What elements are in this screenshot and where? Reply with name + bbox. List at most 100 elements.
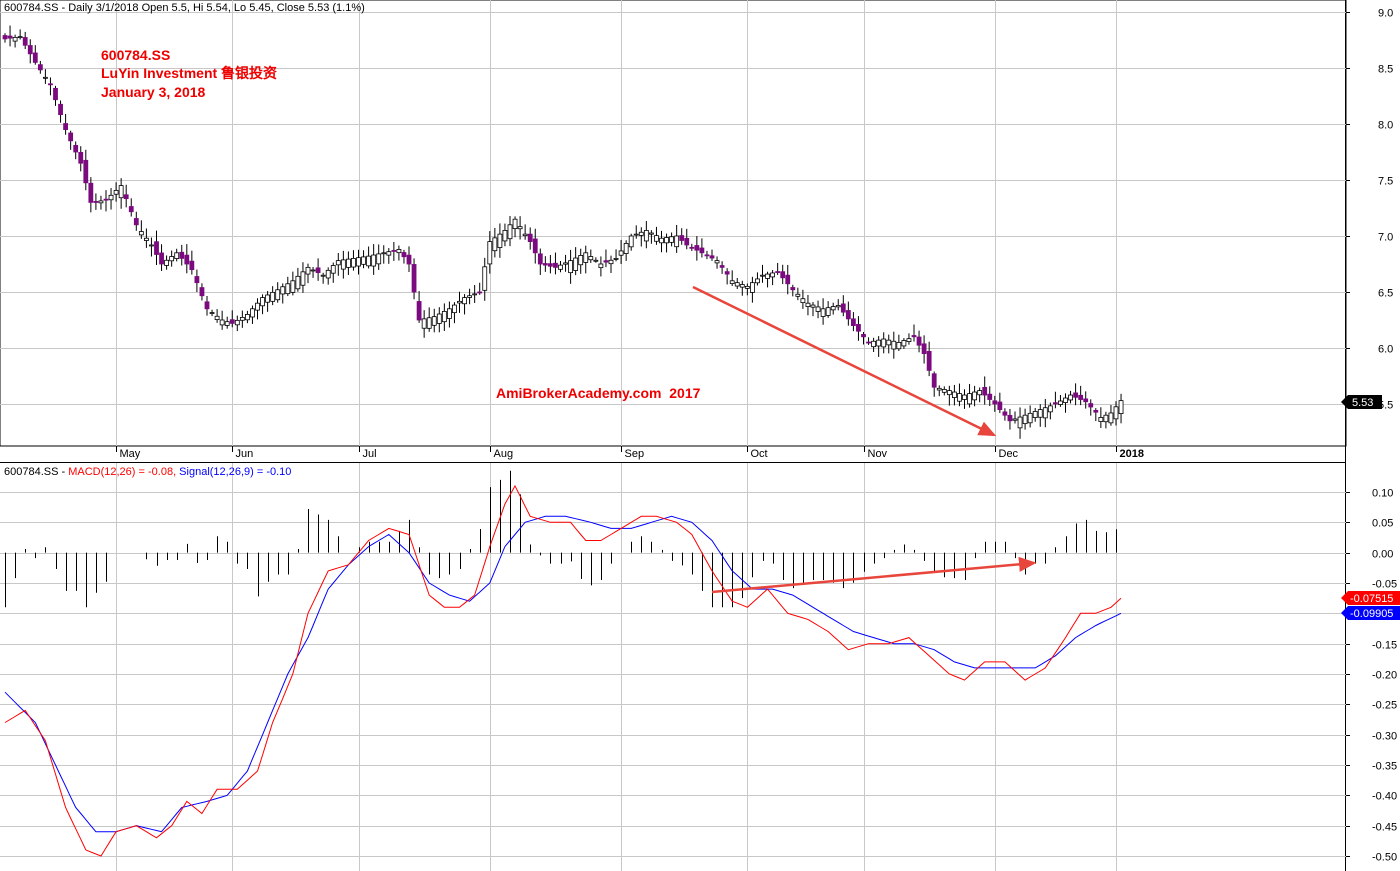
candle-up	[1042, 407, 1048, 419]
macd-legend-label: MACD(12,26) = -0.08,	[68, 466, 176, 478]
candle-up	[936, 387, 942, 391]
candle-up	[174, 252, 180, 259]
candle-down	[866, 341, 871, 344]
candle-down	[63, 123, 68, 131]
candle-up	[275, 289, 281, 301]
candle-up	[744, 285, 750, 289]
candle-down	[684, 237, 690, 246]
candle-down	[189, 260, 195, 270]
candle-down	[856, 324, 861, 332]
candle-up	[750, 282, 755, 293]
candle-up	[270, 291, 276, 302]
candle-up	[906, 338, 912, 342]
price-tick-label: 7.5	[1378, 176, 1393, 188]
candle-up	[512, 218, 518, 230]
candle-up	[462, 297, 467, 305]
candle-up	[876, 339, 882, 347]
candle-up	[507, 224, 513, 240]
candle-up	[467, 295, 473, 298]
candle-down	[73, 144, 79, 153]
price-panel-frame	[0, 0, 1347, 447]
candle-up	[830, 306, 836, 311]
candle-up	[224, 321, 230, 326]
candle-down	[68, 132, 74, 142]
signal-last-tag: -0.09905	[1341, 606, 1400, 620]
candle-down	[542, 263, 548, 266]
candle-down	[840, 303, 846, 313]
candle-up	[1108, 412, 1114, 424]
candle-up	[755, 278, 760, 284]
candle-up	[825, 307, 831, 316]
candle-down	[184, 254, 190, 265]
candle-down	[992, 400, 998, 405]
candle-up	[280, 286, 286, 295]
candle-down	[724, 271, 730, 275]
candle-up	[881, 338, 887, 348]
candle-up	[472, 293, 478, 296]
candle-down	[1007, 415, 1013, 422]
candle-down	[679, 235, 685, 241]
price-panel-title: 600784.SS - Daily 3/1/2018 Open 5.5, Hi …	[4, 2, 365, 14]
candle-up	[244, 313, 250, 321]
candle-up	[1063, 397, 1068, 403]
candle-down	[911, 335, 917, 338]
candle-up	[366, 255, 372, 267]
candle-up	[239, 316, 245, 321]
month-label: Dec	[999, 448, 1019, 460]
candle-down	[861, 334, 866, 338]
candle-down	[229, 319, 235, 324]
candle-up	[143, 237, 149, 241]
candle-down	[406, 254, 412, 265]
candle-up	[214, 315, 220, 320]
candle-down	[785, 274, 791, 285]
candle-down	[88, 182, 94, 203]
candle-up	[618, 250, 624, 256]
macd-tick-label: -0.20	[1372, 670, 1397, 682]
candle-down	[159, 252, 164, 265]
candle-up	[43, 76, 48, 79]
candle-up	[669, 236, 674, 243]
candle-down	[477, 291, 483, 294]
candle-up	[108, 194, 114, 201]
candle-up	[734, 282, 740, 287]
signal-last-tag-shape	[1341, 606, 1400, 620]
candle-up	[957, 393, 962, 402]
candle-up	[118, 185, 124, 199]
candle-up	[1032, 411, 1038, 418]
candle-up	[643, 229, 649, 242]
candle-down	[7, 35, 13, 39]
candle-up	[558, 264, 563, 270]
candle-up	[310, 269, 316, 272]
month-label: Jul	[363, 448, 377, 460]
candle-up	[739, 284, 745, 288]
macd-tick-label: -0.25	[1372, 700, 1397, 712]
month-axis: May Jun Jul Aug Sep Oct Nov Dec 2018	[116, 446, 1144, 460]
candle-up	[250, 308, 255, 318]
price-tick-label: 8.0	[1378, 120, 1393, 132]
candle-down	[416, 301, 422, 321]
candle-up	[1098, 417, 1104, 422]
candle-up	[386, 251, 392, 256]
candle-up	[1027, 412, 1033, 424]
candle-up	[98, 200, 104, 204]
candle-down	[1053, 402, 1058, 405]
candle-down	[987, 393, 993, 400]
candle-up	[886, 339, 892, 346]
candle-down	[603, 260, 609, 263]
candle-up	[285, 283, 291, 295]
candle-up	[502, 229, 508, 242]
candle-up	[901, 340, 907, 347]
macd-tick-label: -0.45	[1372, 822, 1397, 834]
candle-up	[436, 313, 442, 324]
candle-up	[891, 340, 897, 350]
candle-up	[608, 259, 614, 265]
annotation-ticker: 600784.SS	[101, 47, 170, 63]
month-label: May	[120, 448, 141, 460]
macd-tick-label: 0.00	[1372, 549, 1393, 561]
candle-up	[638, 231, 644, 236]
month-label: Sep	[625, 448, 645, 460]
candle-up	[522, 233, 528, 237]
candle-up	[593, 259, 599, 262]
candle-up	[941, 389, 947, 393]
candle-up	[946, 390, 952, 396]
